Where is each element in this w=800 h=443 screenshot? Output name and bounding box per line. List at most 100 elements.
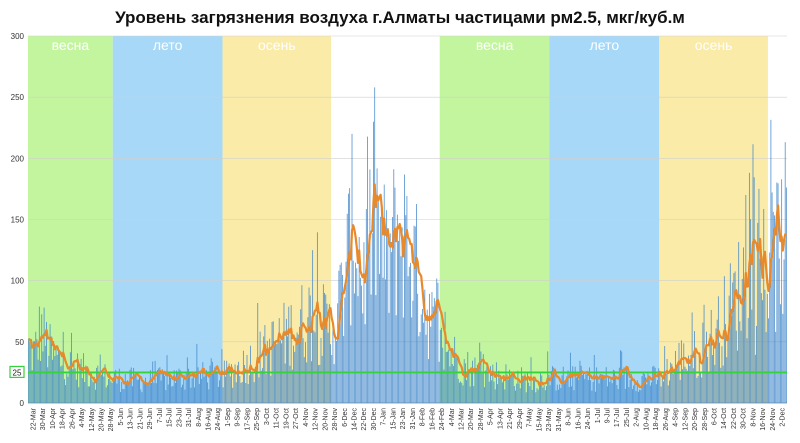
x-tick-label: 25-Sep [254,408,261,431]
bar [268,351,269,403]
bar [205,370,207,403]
x-tick-label: 31-Jan [410,408,417,430]
bar [637,391,639,403]
bar [763,208,765,403]
x-tick-label: 13-Apr [497,407,504,429]
bar [285,318,287,403]
bar [86,369,88,403]
bar [467,352,469,403]
bar [776,182,778,403]
bar [121,382,123,403]
bar [256,360,257,403]
bar [184,389,186,403]
bar [380,216,382,403]
x-tick-label: 24-Aug [215,408,222,431]
bar [307,317,309,403]
bar [775,331,777,403]
bar [476,364,478,403]
x-tick-label: 16-Feb [429,408,436,430]
bar [364,324,366,403]
bar [189,372,191,403]
bar [704,350,706,403]
bar [460,381,462,403]
bar [332,326,334,403]
bar [370,294,372,403]
bar [677,363,679,403]
bar [487,373,489,403]
x-tick-label: 18-Aug [653,408,660,431]
bar [568,386,570,403]
bar [472,360,473,403]
x-tick-label: 30-Oct [741,408,748,429]
bar [258,377,260,403]
bar [394,187,396,403]
bar [207,382,209,403]
bar [731,315,732,403]
bar [128,384,130,403]
bar [367,136,368,404]
bar [393,169,395,403]
bar [510,374,512,403]
y-tick-label: 250 [11,93,25,102]
bar [679,379,681,403]
bar [314,332,316,403]
bar [195,374,197,403]
bar [583,373,584,403]
x-tick-label: 26-Aug [663,408,670,431]
bar [778,258,780,403]
bar [516,383,518,403]
x-tick-label: 29-Apr [517,407,524,429]
bar [237,365,238,403]
bar [135,372,137,403]
bar [134,374,136,403]
bar [700,371,701,403]
bar [257,302,259,403]
bar [130,367,132,403]
bar [147,382,149,403]
x-tick-label: 24-Nov [770,408,777,431]
bar [550,370,552,403]
bar [499,378,501,403]
bar [473,386,475,403]
x-tick-label: 13-Jun [128,408,135,430]
bar [448,349,450,403]
bar [68,366,70,403]
bar [48,355,50,403]
bar [120,392,121,403]
bar [781,179,783,403]
bar [80,358,82,403]
season-label: весна [52,37,90,53]
bar [276,344,278,403]
bar [191,378,193,403]
bar [278,318,280,403]
bar [732,282,734,403]
bar [490,366,491,403]
bar [435,313,436,403]
bar [737,350,738,403]
y-tick-label: 200 [11,154,25,163]
bar [270,375,272,403]
bar [593,354,595,403]
x-tick-label: 1-Sep [225,408,232,427]
bar [432,306,434,403]
bar [171,386,173,403]
x-tick-label: 20-May [99,408,106,432]
bar [484,387,485,403]
bar [115,369,117,403]
bar [322,284,324,403]
bar [44,345,46,403]
bar [327,332,329,403]
bar [419,331,421,403]
x-tick-label: 10-Aug [643,408,650,431]
bar [507,379,509,403]
bar [488,381,490,403]
bar [240,382,242,403]
bar [426,309,428,403]
bar [233,373,235,403]
bar [47,367,49,403]
bar [71,332,72,403]
bar [91,379,93,403]
x-tick-label: 27-Oct [293,408,300,429]
x-tick-label: 15-Jan [390,408,397,430]
